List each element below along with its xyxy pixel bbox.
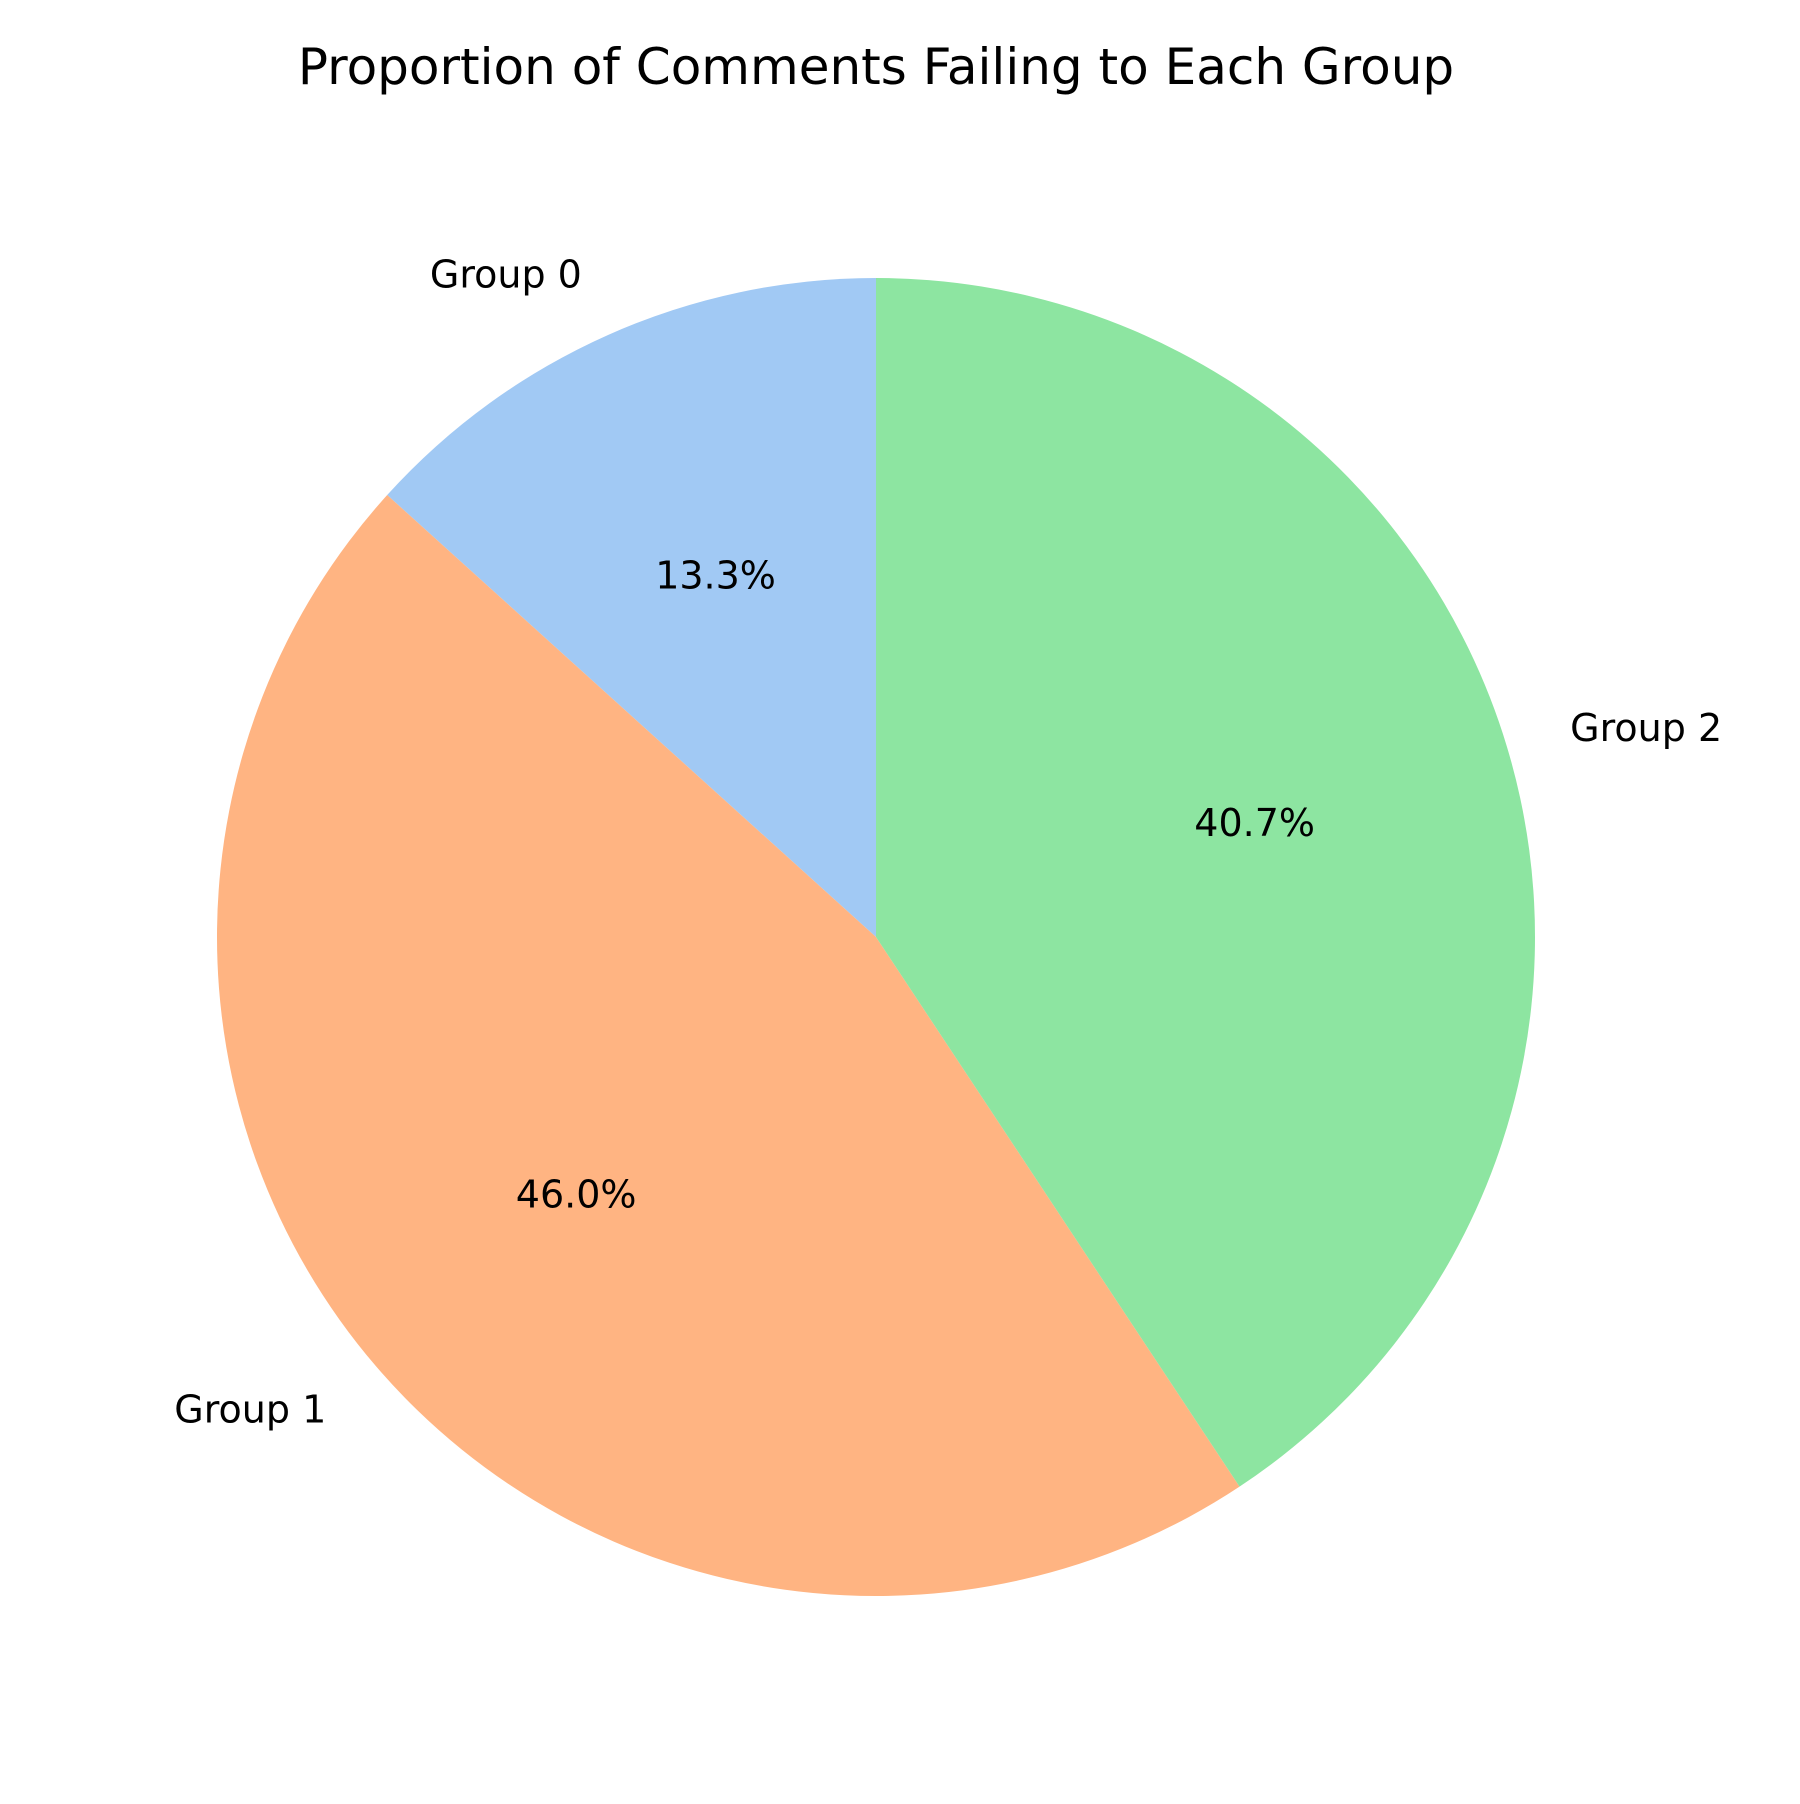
pie-slice-group-0 [387,278,876,937]
pie-slice-label: Group 2 [1570,706,1722,750]
pie-slice-group-2 [876,278,1535,1487]
pie-percent-label: 46.0% [516,1173,637,1217]
pie-slice-group-1 [217,495,1240,1596]
chart-title: Proportion of Comments Failing to Each G… [297,38,1455,96]
pie-slice-label: Group 1 [174,1388,326,1432]
pie-percent-label: 40.7% [1194,801,1315,845]
pie-percent-label: 13.3% [655,554,776,598]
pie-slice-label: Group 0 [430,252,582,296]
